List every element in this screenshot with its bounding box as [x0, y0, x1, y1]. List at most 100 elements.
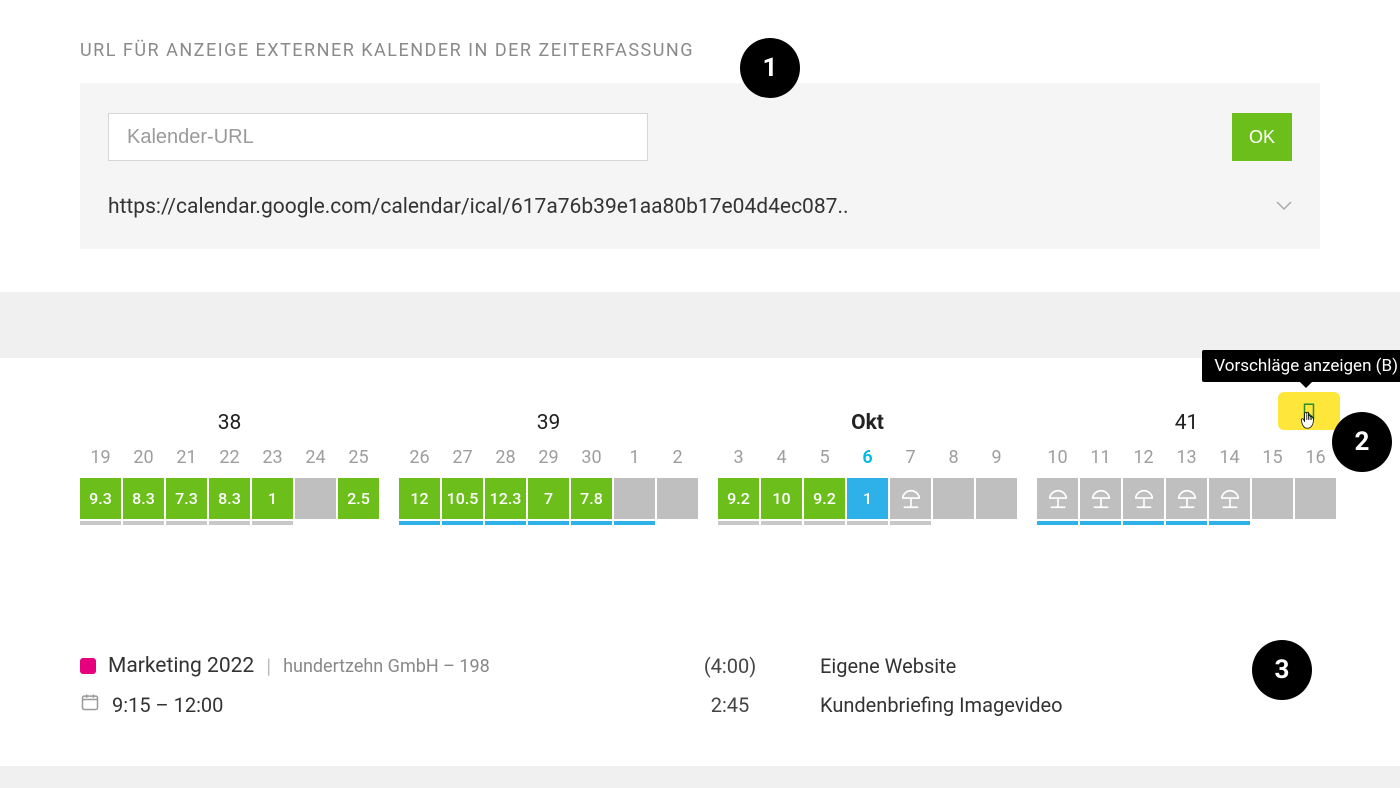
day-col[interactable]: 1 [614, 444, 655, 525]
day-col[interactable]: 24 [295, 444, 336, 525]
week: Okt39.241059.261789 [718, 408, 1017, 525]
day-underbar [338, 521, 379, 525]
day-underbar [252, 521, 293, 525]
day-col[interactable]: 2 [657, 444, 698, 525]
day-number: 10 [1047, 444, 1067, 470]
day-cell[interactable] [976, 478, 1017, 519]
day-cell[interactable]: 2.5 [338, 478, 379, 519]
section-heading: URL FÜR ANZEIGE EXTERNER KALENDER IN DER… [80, 40, 1320, 61]
day-cell[interactable]: 12.3 [485, 478, 526, 519]
day-underbar [1123, 521, 1164, 525]
day-cell[interactable]: 9.2 [804, 478, 845, 519]
entry-row[interactable]: 9:15 – 12:002:45Kundenbriefing Imagevide… [80, 692, 1320, 717]
suggestions-button[interactable] [1278, 392, 1340, 430]
day-col[interactable]: 14 [1209, 444, 1250, 525]
day-cell[interactable]: 10.5 [442, 478, 483, 519]
day-cell[interactable]: 9.3 [80, 478, 121, 519]
day-underbar [80, 521, 121, 525]
day-cell[interactable] [890, 478, 931, 519]
day-col[interactable]: 9 [976, 444, 1017, 525]
day-col[interactable]: 10 [1037, 444, 1078, 525]
external-calendar-url-section: URL FÜR ANZEIGE EXTERNER KALENDER IN DER… [0, 0, 1400, 292]
week-label: Okt [718, 411, 1017, 435]
project-color-icon [80, 658, 96, 674]
callout-3: 3 [1252, 640, 1312, 700]
day-cell[interactable] [1123, 478, 1164, 519]
ok-button[interactable]: OK [1232, 113, 1292, 161]
day-number: 5 [819, 444, 829, 470]
day-col[interactable]: 208.3 [123, 444, 164, 525]
umbrella-icon [900, 488, 922, 510]
day-cell[interactable]: 1 [847, 478, 888, 519]
day-col[interactable]: 2612 [399, 444, 440, 525]
entries-list: Marketing 2022|hundertzehn GmbH – 198(4:… [80, 654, 1320, 717]
day-col[interactable]: 39.2 [718, 444, 759, 525]
time-tracking-calendar: Vorschläge anzeigen (B) 2 38199.3208.321… [0, 358, 1400, 608]
calendar-icon-wrap [80, 692, 100, 717]
day-cell[interactable]: 10 [761, 478, 802, 519]
day-col[interactable]: 7 [890, 444, 931, 525]
entry-row[interactable]: Marketing 2022|hundertzehn GmbH – 198(4:… [80, 654, 1320, 678]
day-cell[interactable]: 1 [252, 478, 293, 519]
day-col[interactable]: 231 [252, 444, 293, 525]
entry-time-range: 9:15 – 12:00 [112, 693, 223, 717]
day-col[interactable]: 217.3 [166, 444, 207, 525]
day-col[interactable]: 307.8 [571, 444, 612, 525]
day-underbar [761, 521, 802, 525]
day-cell[interactable] [1166, 478, 1207, 519]
day-number: 8 [948, 444, 958, 470]
day-cell[interactable]: 8.3 [123, 478, 164, 519]
entry-task: Eigene Website [820, 654, 1320, 678]
day-cell[interactable]: 9.2 [718, 478, 759, 519]
day-underbar [890, 521, 931, 525]
day-cell[interactable] [1209, 478, 1250, 519]
day-number: 26 [409, 444, 429, 470]
day-col[interactable]: 12 [1123, 444, 1164, 525]
day-col[interactable]: 228.3 [209, 444, 250, 525]
entry-task: Kundenbriefing Imagevideo [820, 693, 1320, 717]
day-cell[interactable]: 8.3 [209, 478, 250, 519]
day-number: 14 [1219, 444, 1239, 470]
day-col[interactable]: 11 [1080, 444, 1121, 525]
day-cell[interactable] [1080, 478, 1121, 519]
week: 38199.3208.3217.3228.323124252.5 [80, 408, 379, 525]
day-col[interactable]: 16 [1295, 444, 1336, 525]
day-col[interactable]: 410 [761, 444, 802, 525]
day-number: 25 [348, 444, 368, 470]
day-col[interactable]: 13 [1166, 444, 1207, 525]
day-cell[interactable] [614, 478, 655, 519]
day-cell[interactable] [933, 478, 974, 519]
day-col[interactable]: 59.2 [804, 444, 845, 525]
day-underbar [1166, 521, 1207, 525]
week: 3926122710.52812.3297307.812 [399, 408, 698, 525]
day-cell[interactable] [1037, 478, 1078, 519]
day-underbar [1252, 521, 1293, 525]
calendar-url-input[interactable] [108, 113, 648, 161]
day-col[interactable]: 2710.5 [442, 444, 483, 525]
day-number: 19 [90, 444, 110, 470]
day-number: 20 [133, 444, 153, 470]
day-cell[interactable]: 7.8 [571, 478, 612, 519]
day-number: 9 [991, 444, 1001, 470]
day-col[interactable]: 252.5 [338, 444, 379, 525]
day-cell[interactable] [295, 478, 336, 519]
day-cell[interactable] [1252, 478, 1293, 519]
suggestions-button-wrap: Vorschläge anzeigen (B) [1278, 392, 1340, 430]
day-col[interactable]: 15 [1252, 444, 1293, 525]
project-client: hundertzehn GmbH – 198 [283, 656, 490, 677]
day-cell[interactable] [657, 478, 698, 519]
day-cell[interactable] [1295, 478, 1336, 519]
day-col[interactable]: 199.3 [80, 444, 121, 525]
day-cell[interactable]: 7 [528, 478, 569, 519]
day-cell[interactable]: 7.3 [166, 478, 207, 519]
day-col[interactable]: 2812.3 [485, 444, 526, 525]
suggestions-tooltip: Vorschläge anzeigen (B) [1202, 350, 1400, 382]
day-number: 11 [1090, 444, 1110, 470]
day-col[interactable]: 8 [933, 444, 974, 525]
chevron-down-icon[interactable] [1276, 199, 1292, 215]
day-col[interactable]: 297 [528, 444, 569, 525]
day-number: 15 [1262, 444, 1282, 470]
day-cell[interactable]: 12 [399, 478, 440, 519]
time-entries-section: 3 Marketing 2022|hundertzehn GmbH – 198(… [0, 608, 1400, 766]
day-col[interactable]: 61 [847, 444, 888, 525]
